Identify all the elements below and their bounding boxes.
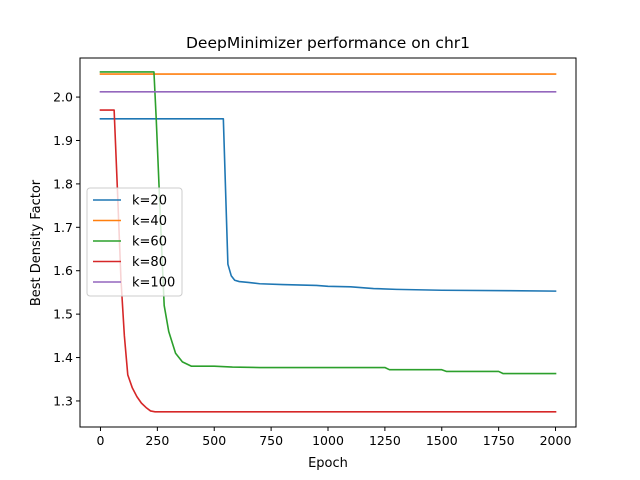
legend-label: k=100 bbox=[132, 276, 175, 291]
y-tick-label: 1.3 bbox=[53, 393, 73, 408]
x-tick-label: 1250 bbox=[369, 433, 401, 448]
y-axis-label: Best Density Factor bbox=[29, 179, 44, 306]
legend-label: k=40 bbox=[132, 214, 167, 229]
legend: k=20 k=40 k=60 k=80 k=100 bbox=[86, 187, 183, 297]
x-tick-label: 0 bbox=[97, 433, 105, 448]
x-tick-label: 500 bbox=[202, 433, 226, 448]
y-tick-label: 1.9 bbox=[53, 133, 73, 148]
y-tick-label: 1.8 bbox=[53, 176, 73, 191]
x-tick-label: 250 bbox=[145, 433, 169, 448]
x-tick-label: 1000 bbox=[312, 433, 344, 448]
series-line-k-20 bbox=[99, 117, 557, 292]
legend-label: k=80 bbox=[132, 255, 167, 270]
legend-label: k=60 bbox=[132, 235, 167, 250]
legend-label: k=20 bbox=[132, 194, 167, 209]
chart-title: DeepMinimizer performance on chr1 bbox=[186, 34, 470, 52]
x-axis-label: Epoch bbox=[308, 456, 348, 471]
x-tick-label: 2000 bbox=[540, 433, 572, 448]
legend-frame bbox=[86, 187, 183, 297]
y-tick-label: 1.5 bbox=[53, 307, 73, 322]
y-tick-label: 1.6 bbox=[53, 263, 73, 278]
y-tick-label: 1.7 bbox=[53, 220, 73, 235]
y-axis: 1.3 1.4 1.5 1.6 1.7 1.8 1.9 2.0 bbox=[53, 90, 80, 408]
x-tick-label: 750 bbox=[259, 433, 283, 448]
x-tick-label: 1500 bbox=[426, 433, 458, 448]
x-tick-label: 1750 bbox=[483, 433, 515, 448]
y-tick-label: 2.0 bbox=[53, 90, 73, 105]
x-axis: 0 250 500 750 1000 1250 1500 1750 2000 bbox=[97, 427, 572, 448]
y-tick-label: 1.4 bbox=[53, 350, 73, 365]
